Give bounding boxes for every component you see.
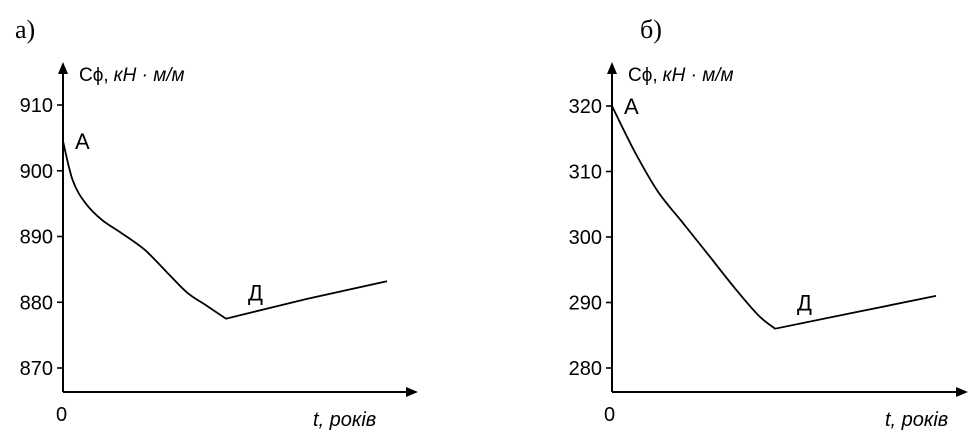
x-axis-label: t, років — [885, 409, 948, 430]
y-tick-label: 320 — [569, 96, 602, 118]
origin-label: 0 — [604, 404, 615, 426]
y-axis-arrow-icon — [58, 62, 68, 74]
y-axis-arrow-icon — [607, 62, 617, 74]
y-axis-label-units: кН · м/м — [114, 65, 185, 86]
y-tick-label: 300 — [569, 227, 602, 249]
y-axis-label-symbol: Cϕ, — [628, 65, 658, 86]
x-axis-arrow-icon — [406, 387, 418, 397]
y-tick-label: 900 — [20, 161, 53, 183]
y-tick-label: 310 — [569, 162, 602, 184]
y-tick-label: 280 — [569, 358, 602, 380]
series-line — [611, 105, 937, 330]
point-label-D: Д — [797, 291, 812, 316]
y-tick-label: 870 — [20, 358, 53, 380]
chart-panel-a: а) 870 880 890 900 910 Cϕ, кН · м/м t, років 0 А Д — [15, 15, 418, 430]
y-tick-label: 890 — [20, 227, 53, 249]
y-tick-label: 910 — [20, 95, 53, 117]
panel-label-a: а) — [15, 15, 35, 44]
y-tick-label: 880 — [20, 292, 53, 314]
y-axis-label: Cϕ, кН · м/м — [79, 65, 185, 86]
y-axis-label-symbol: Cϕ, — [79, 65, 109, 86]
origin-label: 0 — [56, 404, 67, 426]
x-axis-label: t, років — [313, 409, 376, 430]
point-label-D: Д — [248, 281, 263, 306]
y-axis-label-units: кН · м/м — [663, 65, 734, 86]
chart-panel-b: б) 280 290 300 310 320 Cϕ, кН · м/м t, років 0 А Д — [569, 15, 968, 430]
point-label-A: А — [75, 129, 90, 154]
panel-label-b: б) — [640, 15, 662, 44]
point-label-A: А — [624, 94, 639, 119]
series-line — [62, 140, 388, 320]
y-tick-label: 290 — [569, 293, 602, 315]
y-axis-label: Cϕ, кН · м/м — [628, 65, 734, 86]
x-axis-arrow-icon — [956, 387, 968, 397]
